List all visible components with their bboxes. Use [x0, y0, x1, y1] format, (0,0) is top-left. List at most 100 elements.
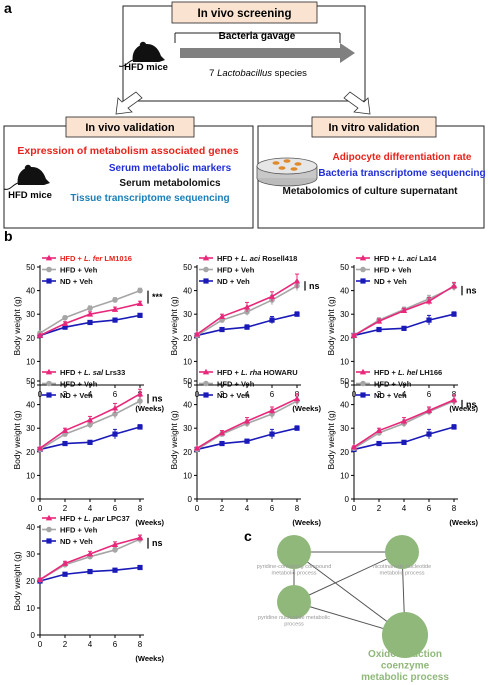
data-point: [375, 318, 383, 324]
data-point: [350, 443, 358, 450]
x-tick-label: 2: [220, 390, 225, 399]
data-point: [87, 568, 93, 575]
data-point: [87, 439, 93, 445]
screening-title: In vivo screening: [198, 8, 292, 20]
data-point: [269, 317, 275, 323]
vitro-validation-item: Bacteria transcriptome sequencing: [318, 168, 485, 179]
data-point: [268, 293, 276, 299]
x-tick-label: 8: [295, 504, 300, 513]
data-point: [137, 312, 143, 318]
data-point: [294, 425, 300, 431]
data-point: [426, 317, 432, 323]
data-point: [46, 538, 52, 544]
data-point: [293, 277, 301, 284]
x-tick-label: 0: [195, 504, 200, 513]
panel-b-label: b: [4, 228, 13, 244]
data-point: [46, 278, 52, 284]
data-point: [137, 424, 143, 430]
legend-label: HFD + Veh: [217, 380, 255, 389]
vivo-validation-item: Expression of metabolism associated gene…: [17, 145, 238, 157]
y-axis-label: Body weight (g): [169, 296, 179, 355]
x-tick-label: 8: [452, 390, 457, 399]
mouse-icon: [118, 41, 165, 67]
y-tick-label: 50: [183, 263, 192, 272]
legend-label: ND + Veh: [60, 391, 93, 400]
x-tick-label: 2: [220, 504, 225, 513]
y-tick-label: 20: [340, 334, 349, 343]
data-point: [360, 266, 366, 273]
x-tick-label: 4: [88, 640, 93, 649]
legend-label: HFD + L. sal Lrs33: [60, 368, 125, 377]
y-tick-label: 40: [340, 287, 349, 296]
data-point: [375, 427, 383, 433]
y-tick-label: 10: [26, 604, 35, 613]
data-point: [243, 303, 251, 310]
y-tick-label: 30: [183, 424, 192, 433]
series: [194, 425, 300, 453]
y-tick-label: 40: [26, 523, 35, 532]
data-point: [46, 392, 52, 398]
y-tick-label: 10: [26, 471, 35, 480]
x-axis-label: (Weeks): [135, 404, 164, 413]
y-tick-label: 20: [183, 334, 192, 343]
data-point: [293, 395, 301, 402]
data-point: [62, 440, 68, 447]
legend-label: ND + Veh: [60, 277, 93, 286]
y-axis-label: Body weight (g): [326, 410, 336, 469]
x-tick-label: 6: [427, 504, 432, 513]
data-point: [112, 547, 118, 553]
data-point: [219, 326, 225, 333]
data-point: [137, 287, 143, 294]
y-tick-label: 40: [183, 401, 192, 410]
screening-mouse-label: HFD mice: [124, 62, 168, 73]
legend-label: ND + Veh: [374, 391, 407, 400]
data-point: [244, 324, 250, 330]
x-tick-label: 4: [245, 504, 250, 513]
vitro-validation-box: In vitro validation Adipocyte differenti…: [256, 116, 486, 229]
data-point: [425, 407, 433, 413]
significance-label: ns: [466, 400, 477, 410]
series: [36, 300, 144, 338]
y-tick-label: 50: [340, 263, 349, 272]
network-edge: [293, 551, 403, 603]
y-tick-label: 0: [31, 381, 36, 390]
x-axis-label: (Weeks): [292, 518, 321, 527]
data-point: [218, 429, 226, 436]
data-point: [62, 314, 68, 321]
go-network: pyridine-containing compound metabolic pr…: [257, 535, 449, 683]
y-axis-label: Body weight (g): [326, 296, 336, 355]
y-tick-label: 50: [183, 377, 192, 386]
data-point: [359, 368, 367, 375]
y-tick-label: 20: [26, 448, 35, 457]
data-point: [203, 392, 209, 398]
x-tick-label: 4: [88, 504, 93, 513]
data-point: [137, 398, 143, 404]
gavage-label: Bacteria gavage: [219, 31, 296, 42]
y-tick-label: 30: [183, 310, 192, 319]
y-tick-label: 40: [183, 287, 192, 296]
vivo-validation-item: Serum metabolic markers: [109, 163, 232, 174]
data-point: [112, 431, 118, 437]
x-tick-label: 6: [270, 504, 275, 513]
y-tick-label: 0: [31, 631, 36, 640]
significance-label: ns: [466, 286, 477, 296]
data-point: [450, 396, 458, 403]
data-point: [61, 320, 69, 327]
y-tick-label: 10: [183, 357, 192, 366]
legend-label: HFD + L. aci Rosell418: [217, 254, 297, 263]
y-tick-label: 40: [340, 401, 349, 410]
y-tick-label: 30: [26, 310, 35, 319]
vitro-validation-title: In vitro validation: [328, 122, 419, 134]
y-tick-label: 0: [188, 495, 193, 504]
vivo-validation-box: In vivo validation HFD mice Expression o…: [3, 116, 254, 229]
significance-label: ns: [152, 394, 163, 404]
legend-label: ND + Veh: [217, 391, 250, 400]
series: [36, 388, 144, 451]
x-tick-label: 0: [38, 504, 43, 513]
vitro-validation-item: Adipocyte differentiation rate: [333, 152, 472, 163]
